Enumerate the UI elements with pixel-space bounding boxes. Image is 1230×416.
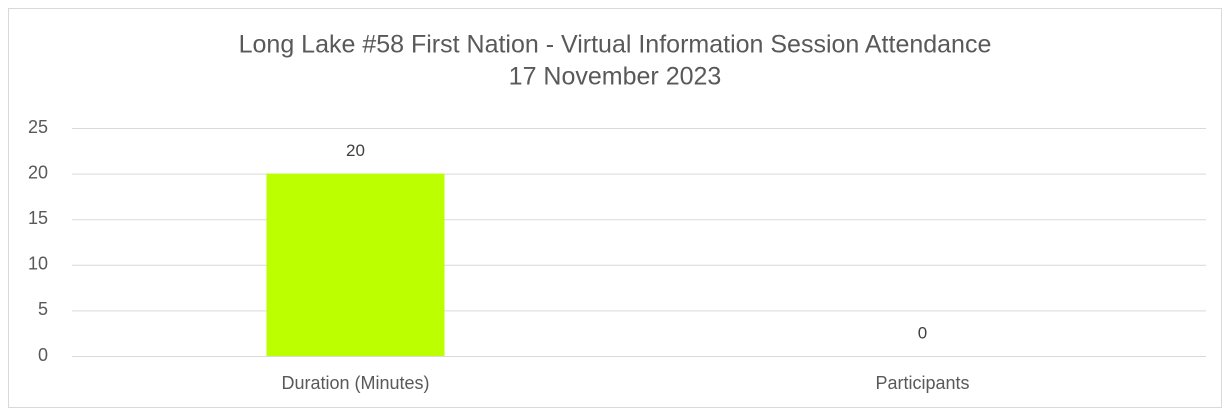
data-label: 20 xyxy=(346,141,365,160)
bar xyxy=(266,173,445,356)
x-tick-label: Participants xyxy=(875,373,969,393)
y-tick-label: 20 xyxy=(28,162,48,182)
x-tick-label: Duration (Minutes) xyxy=(281,373,429,393)
chart-subtitle: 17 November 2023 xyxy=(509,63,722,91)
y-tick-label: 5 xyxy=(38,299,48,319)
y-tick-label: 10 xyxy=(28,254,48,274)
y-tick-label: 0 xyxy=(38,345,48,365)
y-tick-label: 25 xyxy=(28,117,48,137)
data-label: 0 xyxy=(918,323,927,342)
chart-title: Long Lake #58 First Nation - Virtual Inf… xyxy=(239,31,992,59)
chart-border xyxy=(8,8,1222,408)
y-tick-label: 15 xyxy=(28,208,48,228)
